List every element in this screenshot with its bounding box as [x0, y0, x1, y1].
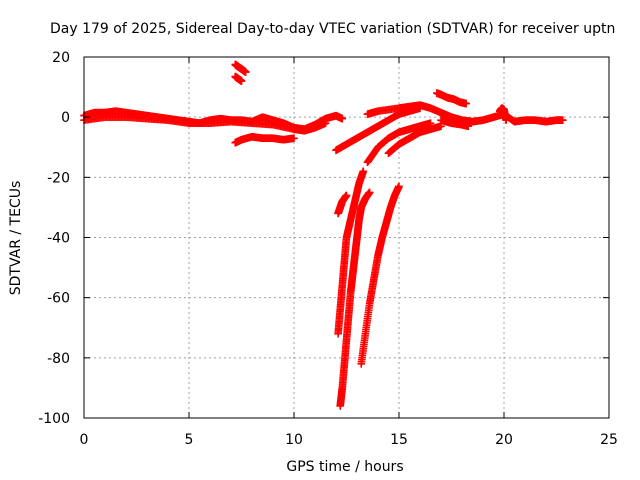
x-tick-label: 0 [80, 432, 89, 448]
y-tick-labels: -100 -80 -60 -40 -20 0 20 [38, 50, 70, 427]
y-tick-label: 0 [61, 110, 70, 126]
data-point [237, 77, 246, 85]
data-point [338, 114, 347, 123]
series-late-upper-arc [432, 89, 471, 108]
data-point [558, 116, 567, 124]
series-sawtooth-top [334, 191, 351, 218]
x-tick-label: 5 [185, 432, 194, 448]
data-points [80, 60, 567, 410]
data-point [359, 167, 368, 176]
x-axis-label: GPS time / hours [286, 459, 403, 475]
y-tick-label: -20 [47, 170, 70, 186]
data-point [290, 134, 298, 143]
y-tick-label: -60 [47, 291, 70, 307]
series-recovery-arc-2 [363, 119, 435, 167]
series-late-band [363, 101, 567, 126]
series-late-spike [495, 104, 510, 124]
series-deep-dip-right [357, 182, 403, 368]
x-tick-labels: 0 5 10 15 20 25 [80, 432, 618, 448]
data-point [464, 122, 473, 130]
y-axis-label: SDTVAR / TECUs [8, 181, 24, 296]
x-tick-label: 20 [495, 432, 513, 448]
series-recovery-arc-3 [384, 122, 445, 158]
series-rising-arc-afternoon [231, 132, 298, 147]
data-point [395, 182, 403, 191]
series-deep-dip-left [336, 188, 374, 410]
series-late-dip [437, 116, 473, 130]
data-point [437, 122, 445, 130]
x-tick-label: 10 [285, 432, 303, 448]
y-tick-label: -40 [47, 231, 70, 247]
data-point [321, 119, 330, 127]
y-tick-label: 20 [52, 50, 70, 66]
data-point [342, 191, 351, 200]
data-point [462, 99, 471, 108]
x-tick-label: 15 [390, 432, 408, 448]
x-tick-label: 25 [600, 432, 618, 448]
y-tick-label: -80 [47, 351, 70, 367]
series-early-descending-arc-2 [231, 72, 246, 85]
data-point [502, 116, 510, 124]
series-deep-dip-left-upper [334, 167, 368, 338]
data-point [241, 68, 250, 76]
axis-ticks [83, 56, 610, 419]
series-main-band-lower [80, 113, 330, 135]
data-point [365, 188, 374, 197]
data-point [426, 119, 435, 127]
series-early-descending-arc [231, 60, 250, 76]
y-tick-label: -100 [38, 411, 70, 427]
chart-title: Day 179 of 2025, Sidereal Day-to-day VTE… [50, 21, 615, 37]
